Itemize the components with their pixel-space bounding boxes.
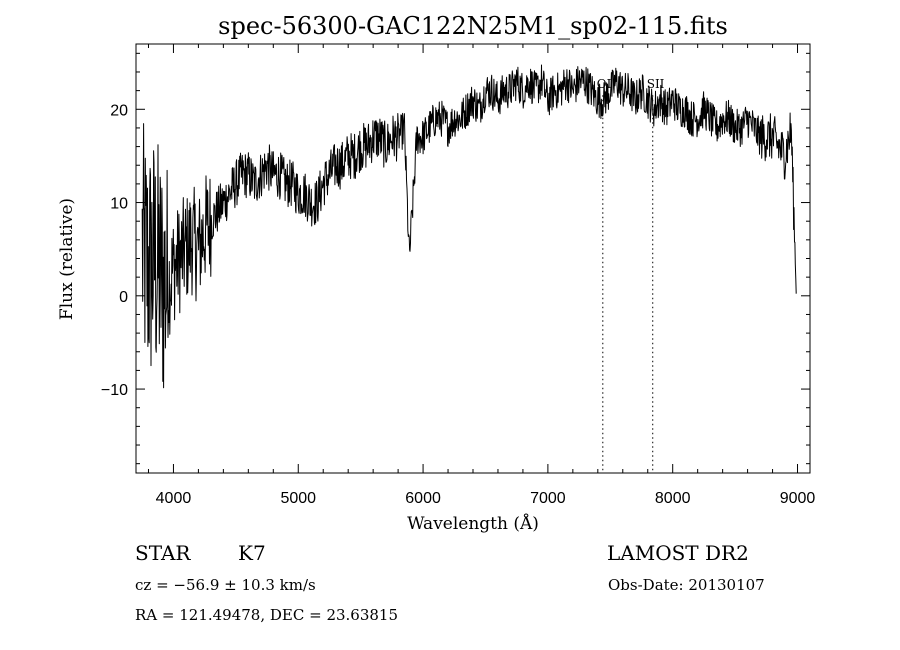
line-marker-label: OI [597,77,612,91]
y-tick-label: −10 [101,382,128,399]
x-tick-label: 9000 [780,490,816,507]
survey-name: LAMOST DR2 [607,541,749,565]
x-tick-label: 5000 [280,490,316,507]
spectrum-line [141,64,797,389]
object-subclass: K7 [238,541,266,565]
object-class: STAR [135,541,191,565]
x-tick-label: 7000 [530,490,566,507]
x-tick-label: 8000 [655,490,691,507]
y-tick-label: 20 [110,102,128,119]
line-marker-label: SII [647,77,665,91]
y-axis: −10 0 10 20 [101,52,810,465]
x-axis-label: Wavelength (Å) [407,513,539,534]
x-axis: 4000 5000 6000 7000 8000 9000 [147,44,816,507]
y-axis-label: Flux (relative) [57,198,77,320]
redshift-readout: cz = −56.9 ± 10.3 km/s [135,576,316,594]
y-tick-label: 0 [119,289,128,306]
coordinates: RA = 121.49478, DEC = 23.63815 [135,606,398,624]
x-tick-label: 4000 [156,490,192,507]
plot-content: OI SII [141,64,797,473]
y-tick-label: 10 [110,196,128,213]
chart-title: spec-56300-GAC122N25M1_sp02-115.fits [218,12,728,40]
x-tick-label: 6000 [405,490,441,507]
obs-date: Obs-Date: 20130107 [608,576,765,594]
